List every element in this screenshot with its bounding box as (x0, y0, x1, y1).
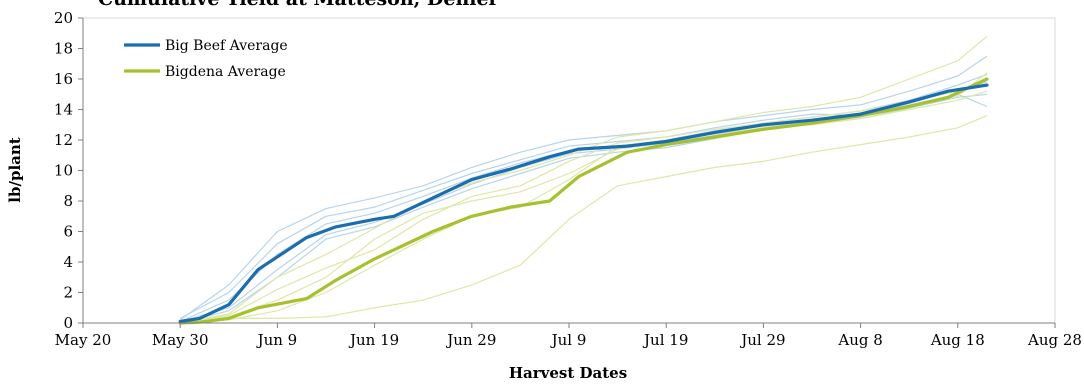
y-tick-label: 8 (63, 192, 73, 210)
individual-series-line-6 (180, 35, 988, 324)
individual-series-line-1 (179, 55, 988, 321)
x-tick-label: May 20 (55, 331, 112, 349)
x-tick-label: Jul 19 (642, 331, 688, 349)
y-axis-title: lb/plant (6, 137, 24, 202)
legend-entry-big-beef: Big Beef Average (124, 38, 288, 54)
big-beef-average-line (178, 83, 989, 324)
x-tick-label: Aug 28 (1027, 331, 1082, 349)
y-tick-label: 0 (63, 314, 73, 332)
individual-series-line-9 (180, 90, 988, 324)
x-tick-label: Jun 19 (348, 331, 399, 349)
chart-title: Cumulative Yield at Matteson, Denier (98, 0, 500, 10)
y-tick-label: 10 (54, 162, 73, 180)
individual-series-line-10 (180, 78, 988, 324)
bigdena-average-line (178, 77, 989, 325)
average-series-layer (178, 77, 989, 325)
x-tick-label: Aug 18 (930, 331, 985, 349)
legend-label: Big Beef Average (165, 38, 288, 54)
individual-series-line-4 (180, 93, 988, 323)
y-tick-label: 12 (54, 131, 73, 149)
legend: Big Beef Average Bigdena Average (124, 38, 288, 80)
legend-entry-bigdena: Bigdena Average (124, 64, 286, 80)
individual-series-layer (179, 35, 988, 324)
x-tick-label: Jul 29 (739, 331, 785, 349)
x-axis-title: Harvest Dates (509, 364, 627, 382)
y-tick-label: 20 (54, 9, 73, 27)
y-tick-label: 18 (54, 40, 73, 58)
y-tick-label: 16 (54, 70, 73, 88)
individual-series-line-7 (180, 115, 988, 324)
y-tick-label: 4 (63, 253, 73, 271)
x-tick-label: Aug 8 (837, 331, 882, 349)
x-tick-label: Jun 29 (445, 331, 496, 349)
legend-label: Bigdena Average (165, 64, 286, 80)
y-tick-label: 2 (63, 284, 73, 302)
axes-layer: 0 2 4 6 8 10 12 14 16 18 20 May 20 May 30 Jun 9 Jun 19… (54, 9, 1082, 349)
y-tick-label: 14 (54, 101, 73, 119)
x-tick-label: Jun 9 (256, 331, 298, 349)
y-tick-label: 6 (63, 223, 73, 241)
x-tick-label: May 30 (152, 331, 209, 349)
x-tick-label: Jul 9 (550, 331, 587, 349)
